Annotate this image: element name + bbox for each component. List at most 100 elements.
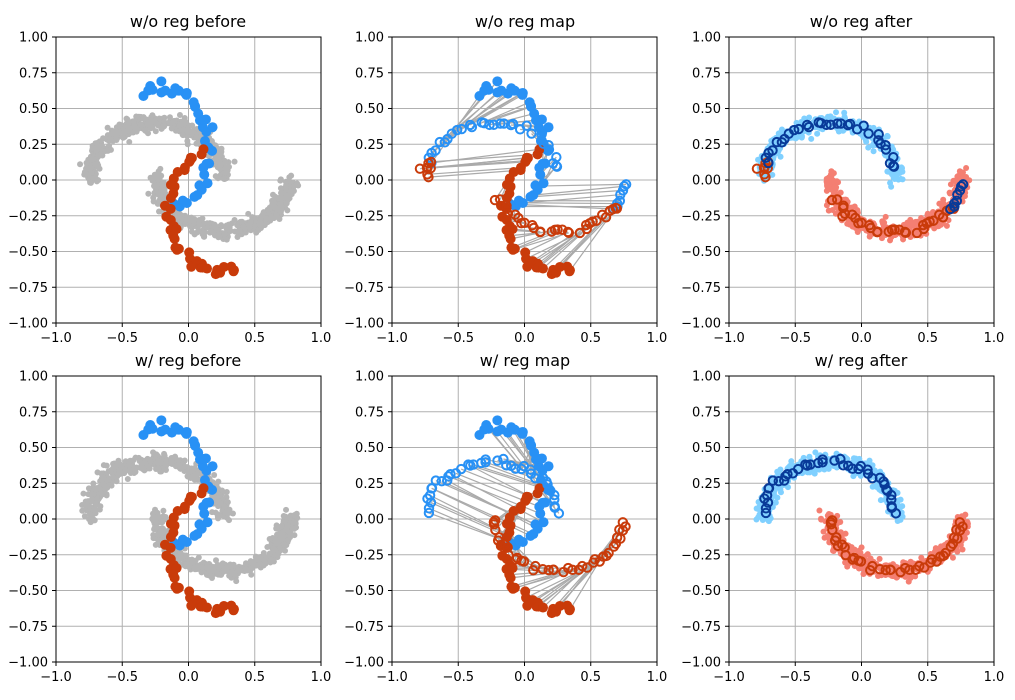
mapped-point [792,463,804,475]
y-tick-label: −0.75 [344,620,384,635]
mapped-point [434,136,446,148]
target-point [900,236,907,243]
source-point [492,415,503,426]
y-tick-label: 0.75 [692,405,721,420]
mapping-line [428,169,521,178]
cloud-point [223,167,230,174]
mapped-point [771,136,783,148]
mapped-point [543,144,555,155]
cloud-point [176,213,183,220]
target-point [830,189,837,196]
cloud-point [212,231,219,238]
y-axis: −1.00−0.75−0.50−0.250.000.250.500.751.00 [8,31,56,332]
target-point [891,173,898,180]
mapped-point [488,119,499,131]
cloud-point [246,223,253,230]
cloud-point [93,501,100,508]
cloud-point [87,179,94,186]
mapped-point [603,547,614,559]
cloud-point [87,165,94,172]
mapped-point [855,556,867,567]
cloud-point [183,552,190,559]
cloud-point [208,227,215,234]
cloud-point [184,141,191,148]
target-point [866,457,873,464]
source-point [532,149,543,160]
cloud-point [291,525,298,532]
mapping-line [533,185,625,196]
target-point [840,127,847,134]
y-axis: −1.00−0.75−0.50−0.250.000.250.500.751.00 [344,370,392,671]
y-tick-label: −1.00 [681,656,721,671]
source-point [199,475,210,486]
cloud-point [281,541,288,548]
mapped-point [562,226,574,238]
target-point [884,132,891,139]
y-tick-label: 0.50 [692,102,721,117]
mapped-points [759,453,902,519]
cloud-point [158,172,165,179]
cloud-point [94,144,101,151]
cloud-point [162,461,169,468]
cloud-point [158,181,165,188]
y-tick-label: −1.00 [344,656,384,671]
x-tick-label: −0.5 [106,331,138,346]
mapped-point [543,140,554,151]
panel-title: w/ reg before [135,351,241,370]
y-tick-label: −0.50 [681,584,721,599]
mapped-points [760,117,969,215]
cloud-point [278,523,285,530]
x-tick-label: 0.0 [178,670,199,685]
mapped-point [889,224,900,235]
cloud-point [245,210,252,217]
plot-area [753,449,971,585]
mapped-point [928,215,939,226]
y-tick-label: 0.75 [355,66,384,81]
cloud-point [100,481,107,488]
cloud-point [273,552,280,559]
mapped-point [851,124,863,135]
cloud-point [184,473,191,480]
source-point [196,149,207,160]
source-point [501,531,512,542]
cloud-point [115,457,122,464]
target-point [959,169,966,176]
mapped-point [464,119,476,131]
y-axis: −1.00−0.75−0.50−0.250.000.250.500.751.00 [681,370,729,671]
source-point [474,90,485,101]
cloud-point [177,549,184,556]
cloud-point [147,125,154,132]
cloud-point [279,529,286,536]
cloud-point [133,113,140,120]
cloud-point [237,567,244,574]
source-point [181,197,192,208]
cloud-point [215,571,222,578]
x-axis: −1.0 −0.5 0.0 0.5 1.0 [713,323,1004,346]
source-point [169,572,180,583]
mapped-point [767,475,779,486]
cloud-point [288,172,295,179]
mapped-point [914,560,925,572]
cloud-point [153,523,160,530]
x-axis: −1.0 −0.5 0.0 0.5 1.0 [376,323,667,346]
cloud-point [273,212,280,219]
x-tick-label: −1.0 [713,331,745,346]
cloud-point [145,190,152,197]
mapped-point [525,464,536,475]
cloud-point [233,578,240,585]
cloud-point [100,474,107,481]
y-tick-label: 1.00 [355,31,384,46]
cloud-point [222,159,229,166]
cloud-point [123,115,130,122]
cloud-point [156,197,163,204]
source-point [492,426,503,437]
mapping-line [471,101,530,128]
mapped-point [495,540,507,552]
source-point [543,461,554,472]
cloud-point [180,132,187,139]
cloud-point [215,498,222,505]
mapped-point [886,489,897,501]
x-tick-label: −1.0 [376,331,408,346]
mapped-point [880,144,892,155]
target-point [806,469,813,476]
